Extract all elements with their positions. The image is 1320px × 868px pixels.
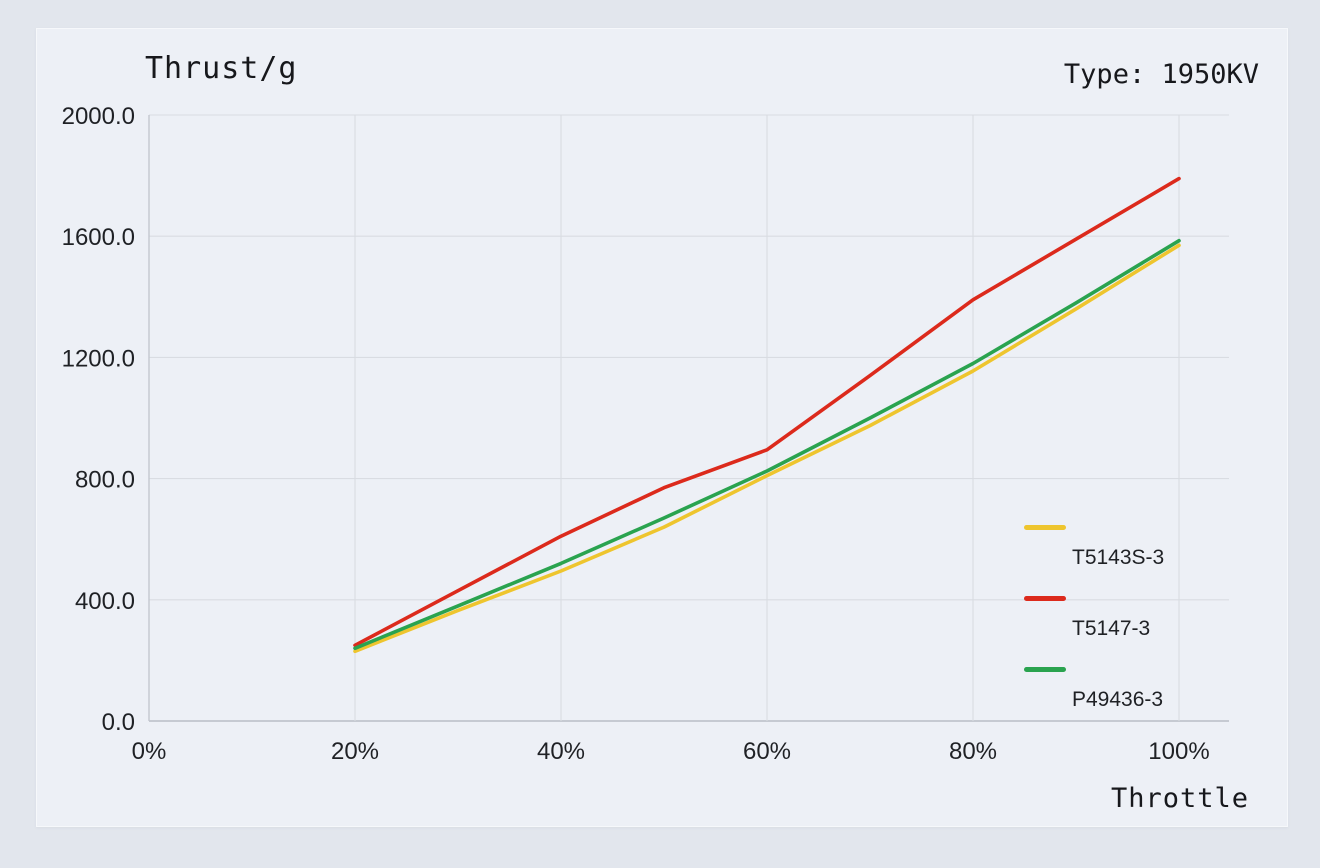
legend-item: T5143S-3	[1022, 525, 1252, 570]
x-tick-label: 40%	[537, 738, 585, 765]
x-tick-label: 60%	[743, 738, 791, 765]
y-tick-label: 1200.0	[62, 345, 135, 372]
series-line-T5143S-3	[353, 243, 1181, 654]
x-tick-label: 0%	[132, 738, 167, 765]
legend-item: P49436-3	[1022, 667, 1252, 712]
legend-label: T5143S-3	[1072, 546, 1165, 569]
y-tick-label: 0.0	[102, 709, 135, 736]
legend-swatch-yellow	[1024, 525, 1066, 530]
legend-label: T5147-3	[1072, 617, 1151, 640]
series-line-P49436-3	[353, 238, 1181, 651]
x-axis-title: Throttle	[1110, 783, 1249, 814]
chart-title: Thrust/g	[145, 51, 298, 86]
y-tick-label: 400.0	[75, 588, 135, 615]
motor-type-label: Type: 1950KV	[1063, 59, 1259, 90]
y-tick-label: 1600.0	[62, 224, 135, 251]
x-tick-label: 20%	[331, 738, 379, 765]
legend-swatch-green	[1024, 667, 1066, 672]
legend-item: T5147-3	[1022, 596, 1252, 641]
chart-panel: 0.0 400.0 800.0 1200.0 1600.0 2000.0 0% 20% 40% 6…	[36, 28, 1288, 827]
y-tick-label: 800.0	[75, 467, 135, 494]
thrust-line-chart: 0.0 400.0 800.0 1200.0 1600.0 2000.0 0% 20% 40% 6…	[62, 103, 1229, 765]
series-line-T5147-3	[353, 176, 1181, 648]
y-tick-label: 2000.0	[62, 103, 135, 130]
x-tick-label: 100%	[1148, 738, 1209, 765]
x-tick-label: 80%	[949, 738, 997, 765]
legend-swatch-red	[1024, 596, 1066, 601]
legend-label: P49436-3	[1072, 688, 1164, 711]
